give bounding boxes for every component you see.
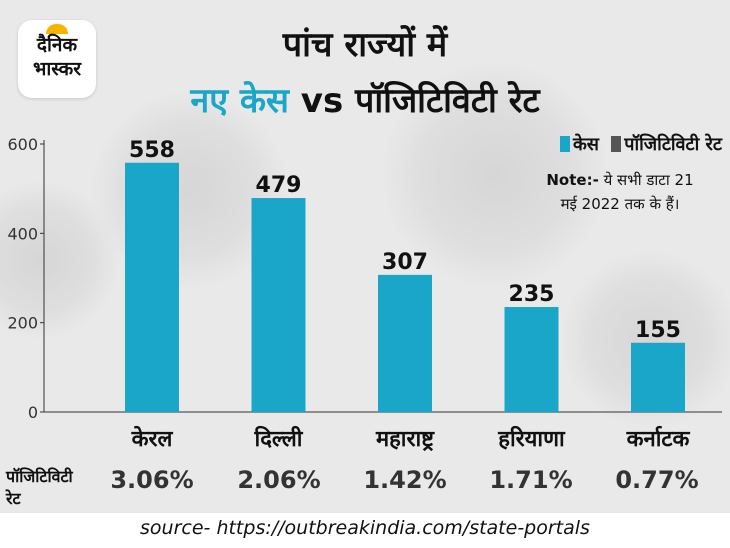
positivity-value: 2.06% — [237, 466, 321, 494]
positivity-value: 1.71% — [489, 466, 573, 494]
positivity-value: 0.77% — [615, 466, 699, 494]
note-prefix: Note:- — [546, 171, 599, 189]
bar — [378, 274, 432, 412]
logo-line1: दैनिक — [36, 34, 78, 56]
x-category-label: हरियाणा — [497, 425, 566, 452]
note-line1-text: ये सभी डाटा 21 — [603, 171, 694, 189]
legend-label-cases: केस — [572, 134, 599, 155]
x-category-label: महाराष्ट्र — [375, 427, 435, 452]
note-line2: मई 2022 तक के हैं। — [560, 195, 680, 213]
legend-label-positivity: पॉजिटिविटी रेट — [624, 134, 722, 155]
positivity-label-line1: पॉजिटिविटी — [6, 467, 73, 486]
bar-value-label: 235 — [509, 282, 555, 307]
y-tick-label: 600 — [7, 135, 38, 154]
title-line1: पांच राज्यों में — [282, 25, 448, 65]
bar — [631, 342, 685, 412]
x-category-label: कर्नाटक — [626, 425, 691, 452]
chart-legend: केस पॉजिटिविटी रेट — [559, 132, 722, 156]
x-category-label: केरल — [131, 425, 174, 452]
y-tick-label: 0 — [28, 403, 38, 422]
bar — [125, 162, 179, 412]
positivity-value: 3.06% — [110, 466, 194, 494]
legend-swatch-positivity — [611, 136, 622, 152]
bar-value-label: 558 — [129, 138, 175, 163]
title-cases-text: नए केस — [190, 81, 289, 121]
note: Note:- ये सभी डाटा 21 मई 2022 तक के हैं। — [520, 168, 720, 216]
bar-value-label: 479 — [256, 173, 302, 198]
positivity-row-label: पॉजिटिविटी रेट — [6, 466, 106, 510]
logo-line2: भास्कर — [32, 58, 82, 80]
bar — [504, 307, 559, 412]
title-positivity-text: vs पॉजिटिविटी रेट — [300, 81, 540, 121]
bar-value-label: 307 — [382, 250, 428, 275]
source-text: source- https://outbreakindia.com/state-… — [140, 517, 590, 539]
positivity-label-line2: रेट — [6, 489, 21, 508]
footer-band — [0, 513, 730, 548]
x-category-label: दिल्ली — [254, 425, 304, 452]
bar-value-label: 155 — [635, 318, 681, 343]
legend-swatch-cases — [559, 136, 570, 152]
logo-sun-icon — [46, 24, 68, 34]
y-tick-label: 200 — [7, 314, 38, 333]
y-tick-label: 400 — [7, 224, 38, 243]
bar — [251, 198, 306, 412]
title-line2: नए केस vs पॉजिटिविटी रेट — [0, 76, 730, 122]
note-line1: Note:- ये सभी डाटा 21 — [520, 168, 720, 192]
positivity-value: 1.42% — [363, 466, 447, 494]
brand-logo: दैनिक भास्कर — [18, 20, 96, 98]
virus-bg-shape — [380, 60, 610, 290]
